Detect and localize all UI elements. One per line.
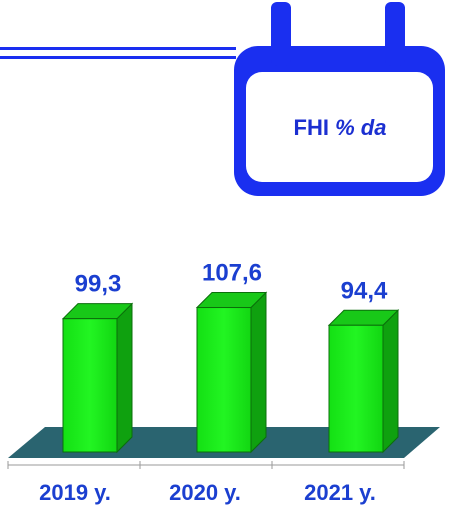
bar-front (328, 324, 384, 453)
bar-1 (61, 302, 134, 454)
category-label-2: 2020 y. (169, 480, 241, 505)
bars-layer (61, 291, 400, 454)
value-label-1: 99,3 (75, 271, 122, 298)
bar-side (382, 309, 399, 454)
bar-front (62, 318, 118, 453)
calendar-badge: FHI % da (234, 2, 445, 196)
value-label-2: 107,6 (202, 260, 262, 287)
category-label-1: 2019 y. (39, 480, 111, 505)
category-label-3: 2021 y. (304, 480, 376, 505)
bar-3 (327, 309, 400, 454)
header-rule (0, 47, 236, 59)
badge-label-italic: % da (335, 115, 386, 140)
bar-front (196, 307, 252, 453)
badge-label-main: FHI (294, 115, 329, 140)
labels-layer: 99,3 2019 y. 107,6 2020 y. 94,4 2021 y. (39, 260, 388, 505)
bar-side (116, 302, 133, 454)
bar-side (250, 291, 267, 454)
value-label-3: 94,4 (341, 277, 388, 304)
bar-2 (195, 291, 268, 454)
badge-label: FHI % da (294, 115, 387, 140)
